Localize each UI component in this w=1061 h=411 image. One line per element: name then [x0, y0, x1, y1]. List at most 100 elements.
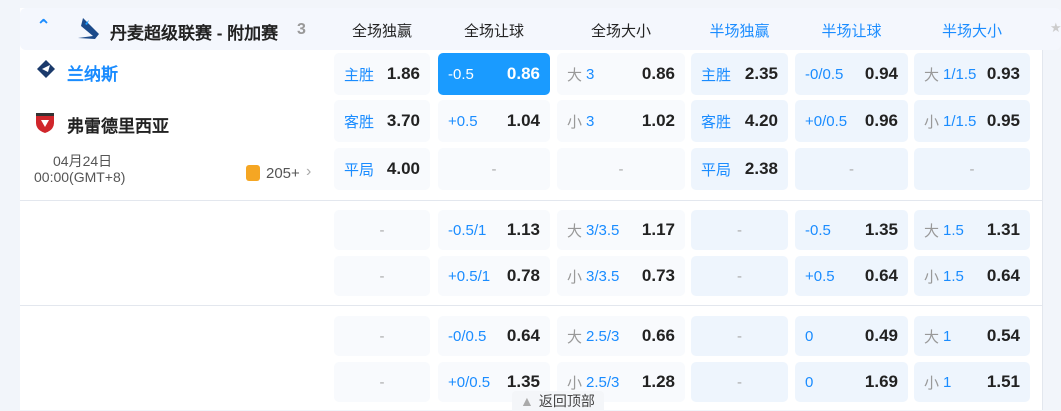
odds-value: 0.96 — [864, 111, 898, 130]
odds-side: 小 — [567, 268, 583, 286]
odds-value: 1.04 — [506, 111, 540, 130]
odds-cell-ht-1x2[interactable]: 客胜 4.20 — [691, 100, 788, 142]
row-divider — [20, 200, 1042, 201]
odds-value: 4.20 — [744, 111, 778, 130]
odds-cell-ht-handicap[interactable]: 0 1.69 — [795, 362, 908, 402]
odds-cell-ft-total[interactable]: 小 3 1.02 — [557, 100, 685, 142]
odds-line: 3 — [586, 112, 595, 130]
col-header-ht-handicap[interactable]: 半场让球 — [821, 23, 882, 40]
odds-cell-ft-handicap[interactable]: +0.5 1.04 — [438, 100, 550, 142]
odds-value: 0.95 — [986, 111, 1020, 130]
league-header[interactable] — [20, 8, 1061, 50]
empty-odds: - — [379, 373, 385, 391]
odds-value: 4.00 — [386, 159, 420, 178]
empty-odds: - — [379, 267, 385, 285]
empty-odds: - — [618, 160, 624, 178]
odds-cell-ht-1x2: - — [691, 316, 788, 356]
chevron-right-icon[interactable]: › — [306, 163, 312, 180]
collapse-chevron-icon[interactable]: ⌃ — [36, 16, 52, 36]
odds-value: 1.28 — [641, 372, 675, 391]
odds-cell-ft-handicap[interactable]: -0/0.5 0.64 — [438, 316, 550, 356]
home-team-logo-icon — [37, 60, 55, 78]
col-header-ht-total[interactable]: 半场大小 — [941, 23, 1002, 40]
odds-line: 3 — [586, 65, 595, 83]
odds-line: -0/0.5 — [805, 65, 844, 83]
odds-cell-ft-handicap[interactable]: +0.5/1 0.78 — [438, 256, 550, 296]
more-markets-icon[interactable] — [246, 165, 260, 181]
odds-line: -0/0.5 — [448, 327, 487, 345]
odds-cell-ft-1x2: - — [334, 362, 430, 402]
odds-value: 0.54 — [986, 326, 1020, 345]
odds-cell-ht-handicap[interactable]: 0 0.49 — [795, 316, 908, 356]
odds-cell-ft-1x2[interactable]: 平局 4.00 — [334, 148, 430, 190]
odds-value: 0.64 — [986, 266, 1020, 285]
odds-line: 1.5 — [943, 221, 964, 239]
empty-odds: - — [737, 221, 742, 239]
rocket-icon: ▲ — [520, 392, 534, 409]
odds-cell-ht-1x2[interactable]: 主胜 2.35 — [691, 53, 788, 95]
pin-icon[interactable]: ★ — [1050, 20, 1061, 35]
odds-value: 2.38 — [744, 159, 778, 178]
odds-line: 平局 — [344, 161, 375, 179]
odds-cell-ht-total[interactable]: 大 1 0.54 — [914, 316, 1030, 356]
odds-line: 平局 — [701, 161, 732, 179]
odds-cell-ft-1x2: - — [334, 316, 430, 356]
odds-cell-ht-handicap[interactable]: +0.5 0.64 — [795, 256, 908, 296]
odds-value: 1.69 — [864, 372, 898, 391]
odds-cell-ht-total[interactable]: 大 1.5 1.31 — [914, 210, 1030, 250]
odds-cell-ft-total[interactable]: 小 3/3.5 0.73 — [557, 256, 685, 296]
odds-side: 大 — [567, 66, 583, 84]
odds-value: 0.94 — [864, 64, 898, 83]
odds-value: 1.02 — [641, 111, 675, 130]
odds-cell-ft-1x2[interactable]: 客胜 3.70 — [334, 100, 430, 142]
odds-cell-ht-1x2: - — [691, 362, 788, 402]
odds-cell-ft-total[interactable]: 大 3 0.86 — [557, 53, 685, 95]
odds-value: 0.73 — [641, 266, 675, 285]
league-name: 丹麦超级联赛 - 附加赛 — [110, 24, 279, 43]
odds-value: 1.17 — [641, 220, 675, 239]
odds-line: 1 — [943, 373, 952, 391]
odds-side: 小 — [924, 268, 940, 286]
odds-side: 小 — [567, 113, 583, 131]
odds-cell-ft-handicap: - — [438, 148, 550, 190]
odds-cell-ht-handicap[interactable]: -0/0.5 0.94 — [795, 53, 908, 95]
col-header-ft-handicap: 全场让球 — [463, 23, 524, 40]
odds-value: 1.35 — [864, 220, 898, 239]
empty-odds: - — [379, 327, 385, 345]
odds-cell-ft-handicap[interactable]: -0.5 0.86 — [438, 53, 550, 95]
odds-cell-ht-handicap[interactable]: +0/0.5 0.96 — [795, 100, 908, 142]
odds-cell-ht-total: - — [914, 148, 1030, 190]
home-team-name[interactable]: 兰纳斯 — [67, 65, 118, 84]
odds-cell-ft-total[interactable]: 大 2.5/3 0.66 — [557, 316, 685, 356]
odds-line: 0 — [805, 327, 814, 345]
away-team-name[interactable]: 弗雷德里西亚 — [67, 117, 169, 136]
odds-cell-ht-total[interactable]: 小 1.5 0.64 — [914, 256, 1030, 296]
odds-cell-ht-handicap[interactable]: -0.5 1.35 — [795, 210, 908, 250]
odds-cell-ft-1x2[interactable]: 主胜 1.86 — [334, 53, 430, 95]
odds-cell-ht-1x2: - — [691, 256, 788, 296]
odds-line: 客胜 — [344, 113, 375, 131]
odds-cell-ft-total[interactable]: 大 3/3.5 1.17 — [557, 210, 685, 250]
odds-line: 1/1.5 — [943, 112, 977, 130]
odds-cell-ht-total[interactable]: 小 1 1.51 — [914, 362, 1030, 402]
back-to-top-button[interactable]: ▲ 返回顶部 — [512, 391, 604, 410]
odds-cell-ft-handicap[interactable]: -0.5/1 1.13 — [438, 210, 550, 250]
odds-line: 2.5/3 — [586, 327, 620, 345]
odds-line: 0 — [805, 373, 814, 391]
odds-line: +0.5 — [805, 267, 835, 285]
more-markets-count[interactable]: 205+ — [266, 165, 300, 182]
odds-side: 小 — [924, 374, 940, 392]
col-header-ht-1x2[interactable]: 半场独赢 — [709, 23, 770, 40]
odds-cell-ht-1x2[interactable]: 平局 2.38 — [691, 148, 788, 190]
odds-cell-ht-total[interactable]: 小 1/1.5 0.95 — [914, 100, 1030, 142]
odds-value: 1.51 — [986, 372, 1020, 391]
odds-side: 小 — [567, 374, 583, 392]
scroll-edge — [1042, 50, 1043, 410]
empty-odds: - — [969, 160, 975, 178]
odds-line: -0.5 — [805, 221, 831, 239]
odds-value: 0.64 — [864, 266, 898, 285]
col-header-ft-1x2: 全场独赢 — [351, 23, 412, 40]
odds-cell-ht-total[interactable]: 大 1/1.5 0.93 — [914, 53, 1030, 95]
top-strip — [20, 0, 1061, 8]
odds-value: 1.35 — [506, 372, 540, 391]
